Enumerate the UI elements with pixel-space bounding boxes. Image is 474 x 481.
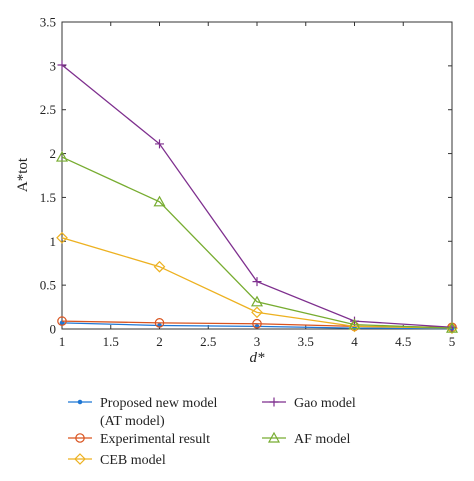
data-point: [55, 150, 69, 162]
y-tick-label: 1.5: [40, 190, 56, 205]
y-tick-label: 2: [50, 146, 57, 161]
x-tick-label: 3: [254, 334, 261, 349]
series-3: [57, 60, 457, 332]
legend-label: CEB model: [100, 453, 166, 468]
data-point: [252, 318, 262, 329]
legend-swatch-marker: [269, 397, 279, 407]
legend-item: AF model: [262, 431, 351, 447]
data-point: [57, 60, 67, 70]
legend-label: AF model: [294, 432, 351, 447]
y-tick-label: 3.5: [40, 15, 56, 30]
legend-swatch-marker: [267, 431, 281, 443]
legend-item: Gao model: [262, 396, 356, 411]
data-point: [59, 320, 65, 326]
data-point: [445, 321, 459, 333]
series-line: [61, 156, 453, 329]
legend: Proposed new model (AT model) Experimental…: [68, 396, 356, 468]
legend-label: Proposed new model: [100, 396, 218, 411]
data-point: [348, 318, 361, 330]
legend-swatch-marker: [77, 399, 83, 405]
legend-item: CEB model: [68, 453, 166, 468]
y-tick-label: 0: [50, 322, 57, 337]
x-tick-label: 4: [351, 334, 358, 349]
data-point: [57, 316, 67, 326]
data-point: [56, 231, 68, 244]
axis-ticks: 1 1.5 2 2.5 3 3.5 4 4.5 5 0 0.5 1 1.5 2 2.5 3 3.5: [40, 15, 456, 350]
data-point: [153, 195, 166, 207]
x-tick-label: 1.5: [103, 334, 119, 349]
series-4: [55, 150, 459, 333]
legend-label: (AT model): [100, 414, 165, 429]
data-point: [154, 318, 165, 328]
legend-swatch-marker: [75, 433, 85, 443]
data-point: [251, 306, 263, 319]
legend-item: Experimental result: [68, 432, 210, 447]
y-axis-label: A*tot: [15, 157, 31, 192]
chart-series: [55, 60, 459, 334]
data-point: [153, 260, 166, 273]
legend-swatch-marker: [74, 453, 86, 465]
x-tick-label: 2.5: [200, 334, 216, 349]
y-tick-label: 3: [50, 58, 57, 73]
legend-label: Experimental result: [100, 432, 210, 447]
y-tick-label: 1: [50, 234, 57, 249]
series-line: [61, 64, 453, 328]
data-point: [155, 139, 164, 149]
legend-label: Gao model: [294, 396, 356, 411]
x-tick-label: 5: [449, 334, 456, 349]
legend-item: Proposed new model (AT model): [68, 396, 218, 429]
data-point: [250, 295, 264, 307]
x-tick-label: 2: [156, 334, 163, 349]
data-point: [252, 277, 262, 287]
x-tick-label: 3.5: [298, 334, 314, 349]
x-tick-label: 1: [59, 334, 66, 349]
x-axis-label: d*: [250, 350, 266, 366]
x-tick-label: 4.5: [395, 334, 411, 349]
series-line: [61, 237, 453, 329]
y-tick-label: 2.5: [40, 102, 56, 117]
y-tick-label: 0.5: [40, 278, 56, 293]
